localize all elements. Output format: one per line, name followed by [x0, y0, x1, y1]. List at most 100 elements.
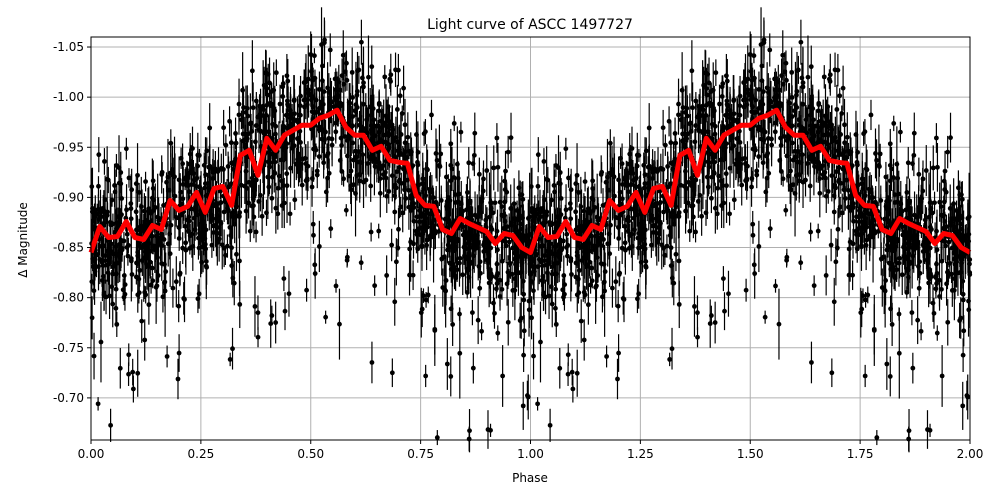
data-point	[834, 139, 840, 145]
data-point	[933, 135, 939, 141]
data-point	[883, 174, 889, 180]
data-point	[211, 222, 217, 228]
data-point	[695, 310, 700, 316]
data-point	[789, 69, 795, 75]
data-point	[679, 87, 685, 93]
data-point	[253, 229, 259, 235]
data-point	[350, 140, 356, 146]
data-point	[252, 304, 258, 309]
data-point	[948, 222, 954, 228]
data-point	[122, 282, 128, 288]
data-point	[708, 313, 714, 318]
data-point	[752, 75, 757, 81]
data-point	[590, 186, 596, 191]
data-point	[532, 207, 538, 213]
data-point	[846, 246, 852, 252]
data-point	[720, 276, 726, 281]
data-point	[549, 301, 555, 307]
data-point	[146, 302, 152, 308]
data-point	[423, 373, 429, 379]
data-point	[371, 117, 377, 123]
data-point	[149, 233, 155, 239]
data-point	[357, 122, 362, 128]
data-point	[312, 262, 318, 268]
data-point	[374, 123, 380, 129]
data-point	[850, 272, 856, 278]
data-point	[844, 134, 850, 140]
data-point	[316, 244, 322, 249]
data-point	[704, 92, 710, 98]
data-point	[183, 240, 189, 246]
data-point	[910, 161, 915, 167]
data-point	[941, 199, 947, 205]
data-point	[109, 284, 115, 290]
data-point	[233, 204, 239, 209]
data-point	[113, 286, 119, 292]
data-point	[668, 140, 674, 146]
data-point	[181, 295, 187, 301]
data-point	[825, 141, 831, 147]
data-point	[237, 301, 243, 307]
data-point	[341, 176, 346, 182]
data-point	[536, 217, 542, 222]
data-point	[128, 206, 134, 211]
data-point	[246, 200, 252, 206]
data-point	[489, 226, 495, 232]
data-point	[798, 260, 804, 266]
data-point	[851, 218, 856, 224]
data-point	[916, 171, 922, 177]
data-point	[789, 140, 795, 146]
data-point	[447, 260, 453, 266]
data-point	[216, 236, 222, 242]
data-point	[783, 207, 789, 213]
data-point	[731, 197, 737, 203]
data-point	[250, 105, 256, 111]
data-point	[124, 244, 130, 250]
data-point	[634, 163, 640, 169]
data-point	[517, 318, 523, 323]
data-point	[459, 212, 464, 217]
data-point	[576, 190, 582, 195]
data-point	[915, 317, 921, 323]
data-point	[564, 244, 569, 250]
data-point	[302, 155, 308, 161]
data-point	[133, 209, 139, 215]
data-point	[960, 352, 966, 358]
data-point	[492, 310, 497, 316]
data-point	[142, 208, 147, 214]
data-point	[920, 188, 926, 194]
data-point	[308, 52, 314, 57]
data-point	[292, 197, 298, 203]
data-point	[645, 181, 651, 186]
data-point	[230, 275, 236, 281]
data-point	[469, 310, 475, 315]
data-point	[326, 89, 332, 95]
data-point	[641, 226, 647, 232]
data-point	[601, 280, 607, 286]
data-point	[840, 85, 846, 91]
data-points	[89, 7, 973, 453]
data-point	[343, 207, 349, 213]
data-point	[497, 277, 503, 283]
data-point	[876, 162, 882, 168]
data-point	[810, 117, 816, 123]
data-point	[581, 208, 587, 214]
data-point	[234, 251, 239, 257]
data-point	[792, 154, 798, 160]
data-point	[858, 310, 864, 316]
data-point	[777, 103, 783, 109]
data-point	[230, 346, 235, 352]
data-point	[576, 268, 582, 273]
data-point	[749, 184, 754, 190]
data-point	[759, 78, 765, 84]
data-point	[790, 182, 796, 188]
data-point	[284, 171, 290, 177]
data-point	[393, 185, 399, 191]
data-point	[516, 185, 522, 191]
data-point	[358, 260, 364, 266]
data-point	[765, 136, 771, 141]
data-point	[259, 213, 265, 219]
data-point	[859, 176, 865, 182]
data-point	[923, 168, 929, 173]
data-point	[616, 350, 621, 356]
